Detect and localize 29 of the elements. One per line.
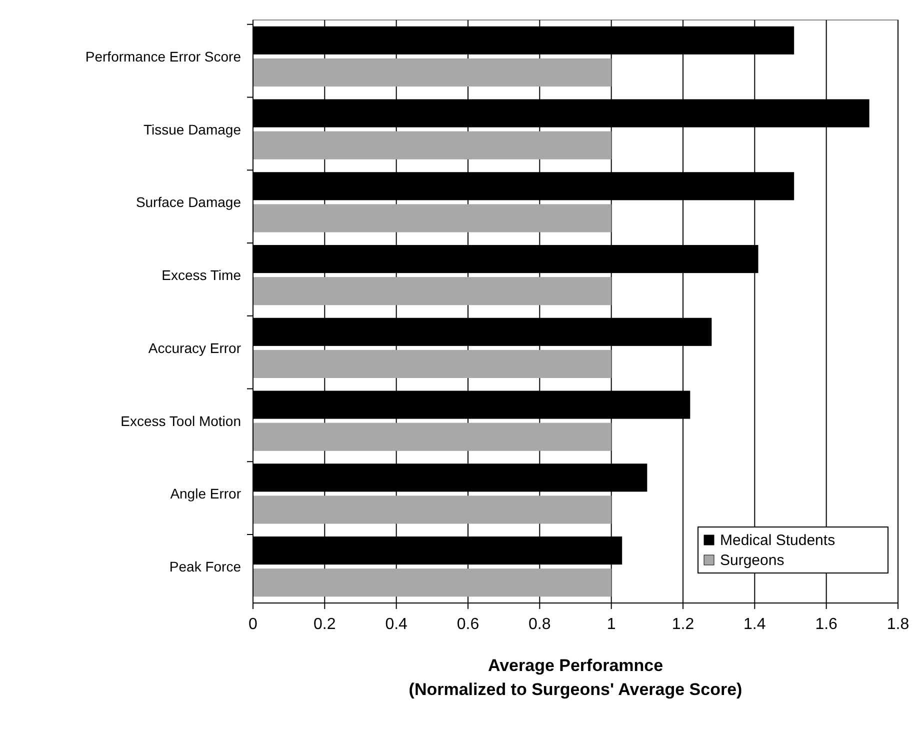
legend-label: Surgeons: [720, 552, 784, 569]
x-tick-label: 1.2: [672, 616, 694, 633]
x-tick-label: 1: [606, 616, 616, 633]
bar: [253, 204, 612, 232]
y-tick-label: Peak Force: [169, 558, 242, 575]
y-tick-label: Tissue Damage: [143, 121, 242, 138]
x-axis-title: Average Perforamnce (Normalized to Surgeons' Average Score): [408, 656, 742, 699]
bar: [253, 422, 612, 451]
legend-label: Medical Students: [720, 532, 836, 549]
x-tick-label: 0.8: [528, 616, 551, 633]
x-tick-label: 1.6: [815, 616, 838, 633]
bar: [253, 350, 612, 378]
bar: [253, 496, 612, 524]
y-tick-label: Performance Error Score: [85, 48, 242, 64]
bar: [253, 131, 612, 160]
bar: [253, 58, 612, 87]
y-tick-label: Surface Damage: [136, 194, 242, 210]
y-tick-label: Angle Error: [170, 486, 242, 502]
bar: [253, 568, 612, 597]
x-tick-label: 0.2: [314, 616, 336, 633]
x-tick-label: 0.4: [385, 616, 408, 633]
x-tick-label: 1.4: [744, 616, 766, 633]
bar: [253, 277, 612, 306]
y-tick-label: Accuracy Error: [148, 340, 242, 356]
y-tick-label: Excess Tool Motion: [120, 412, 241, 429]
x-tick-label: 0: [248, 616, 258, 633]
x-tick-label: 1.8: [886, 616, 910, 633]
y-tick-label: Excess Time: [162, 267, 242, 284]
x-tick-label: 0.6: [456, 616, 480, 633]
